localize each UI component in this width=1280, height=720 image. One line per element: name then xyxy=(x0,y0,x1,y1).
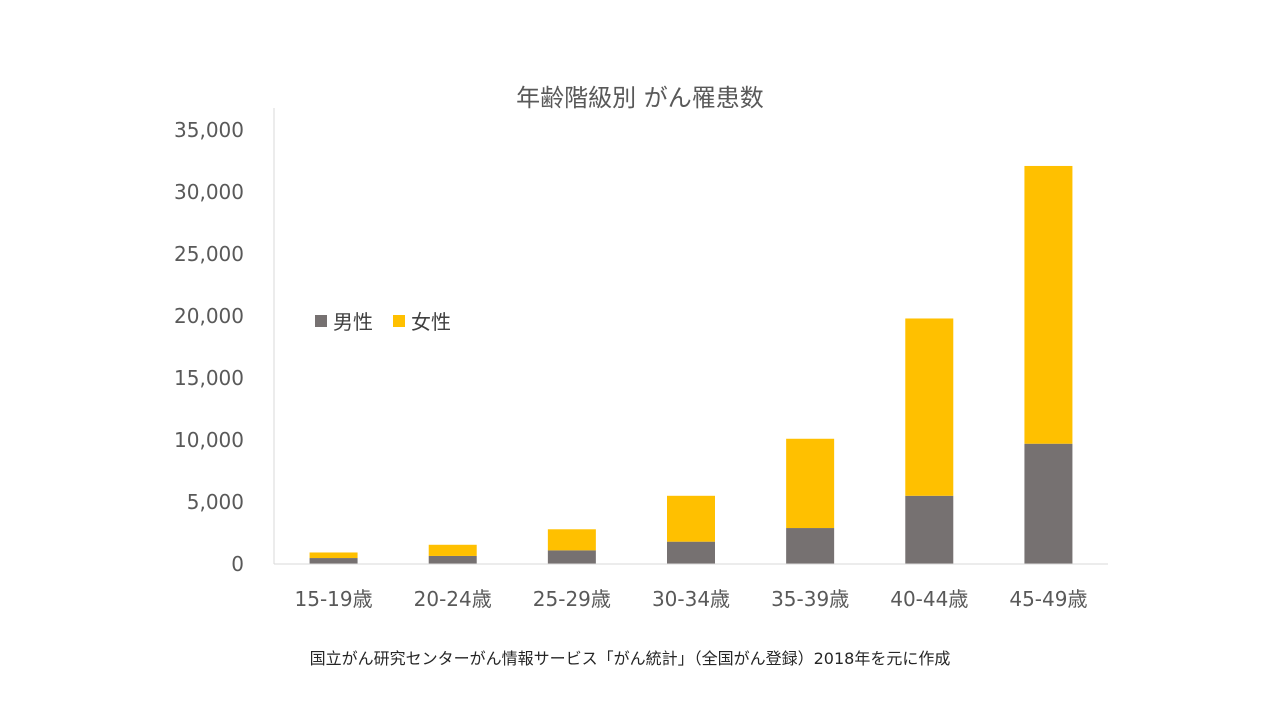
bar-female-40-44歳 xyxy=(905,318,954,496)
bar-female-25-29歳 xyxy=(547,529,596,551)
bar-male-20-24歳 xyxy=(428,555,477,564)
chart-title: 年齢階級別 がん罹患数 xyxy=(516,84,764,112)
y-tick-label: 5,000 xyxy=(187,490,244,514)
legend-label-male: 男性 xyxy=(333,310,373,334)
x-tick-label: 30-34歳 xyxy=(652,587,730,611)
bar-male-15-19歳 xyxy=(309,558,358,564)
bar-male-35-39歳 xyxy=(786,528,835,564)
y-tick-label: 20,000 xyxy=(174,304,244,328)
legend-swatch-female xyxy=(393,315,405,327)
y-tick-label: 35,000 xyxy=(174,118,244,142)
x-axis: 15-19歳 20-24歳 25-29歳 30-34歳 35-39歳 40-44歳 45-4… xyxy=(274,563,1108,611)
y-tick-label: 15,000 xyxy=(174,366,244,390)
bar-male-40-44歳 xyxy=(905,495,954,564)
bars xyxy=(309,165,1073,564)
bar-female-20-24歳 xyxy=(428,544,477,556)
legend-label-female: 女性 xyxy=(411,310,451,334)
legend-swatch-male xyxy=(315,315,327,327)
y-tick-label: 25,000 xyxy=(174,242,244,266)
bar-male-30-34歳 xyxy=(667,541,715,564)
legend: 男性 女性 xyxy=(315,310,451,334)
y-tick-label: 30,000 xyxy=(174,180,244,204)
x-tick-label: 35-39歳 xyxy=(771,587,849,611)
bar-female-45-49歳 xyxy=(1024,165,1073,444)
bar-female-30-34歳 xyxy=(667,495,715,542)
source-note: 国立がん研究センターがん情報サービス「がん統計」（全国がん登録）2018年を元に… xyxy=(310,649,951,668)
x-tick-label: 25-29歳 xyxy=(533,587,611,611)
x-tick-label: 15-19歳 xyxy=(295,587,373,611)
y-axis: 0 5,000 10,000 15,000 20,000 25,000 30,000 35,0… xyxy=(174,108,275,576)
x-tick-label: 20-24歳 xyxy=(414,587,492,611)
x-tick-label: 45-49歳 xyxy=(1009,587,1087,611)
bar-female-15-19歳 xyxy=(309,552,358,559)
y-tick-label: 0 xyxy=(231,552,244,576)
bar-female-35-39歳 xyxy=(786,438,835,529)
bar-male-25-29歳 xyxy=(547,550,596,564)
y-tick-label: 10,000 xyxy=(174,428,244,452)
bar-male-45-49歳 xyxy=(1024,443,1073,564)
x-tick-label: 40-44歳 xyxy=(890,587,968,611)
